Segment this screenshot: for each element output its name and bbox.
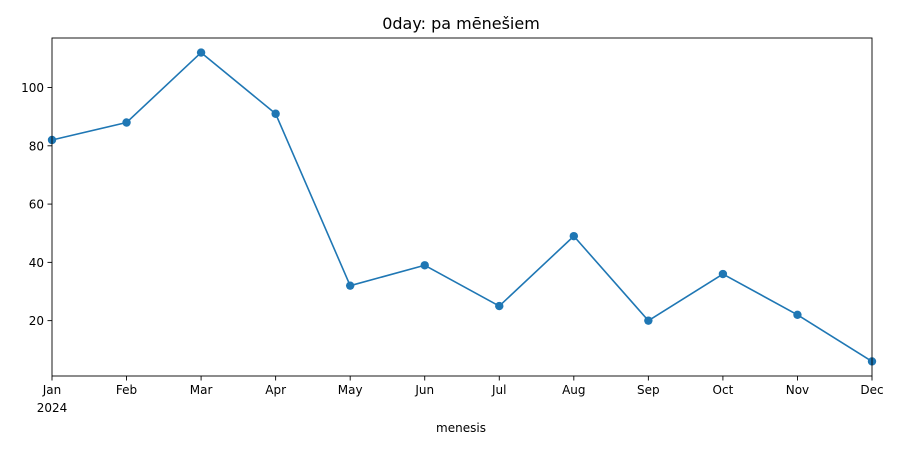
data-point-apr [271, 109, 280, 118]
data-point-aug [569, 231, 579, 241]
series-line [51, 51, 873, 363]
x-axis-label: menesis [436, 421, 486, 435]
x-tick-label: Mar [190, 383, 213, 397]
y-tick-label: 80 [29, 139, 44, 153]
x-tick-label: Oct [713, 383, 734, 397]
x-tick-label: Apr [265, 383, 286, 397]
y-tick-label: 40 [29, 256, 44, 270]
plot-area [47, 37, 877, 377]
axes-frame [51, 37, 873, 377]
data-point-sep [644, 316, 653, 325]
x-year-label: 2024 [37, 401, 68, 415]
data-point-feb [122, 118, 131, 127]
data-point-jun [420, 261, 429, 270]
y-tick-label: 60 [29, 198, 44, 212]
data-point-oct [718, 269, 728, 279]
data-point-mar [196, 48, 206, 57]
x-tick-label: Jan [42, 383, 62, 397]
x-tick-label: Aug [562, 383, 585, 397]
x-tick-label: Dec [860, 383, 883, 397]
x-tick-label: May [338, 383, 363, 397]
data-point-may [345, 281, 355, 290]
y-axis-ticks: 20 40 60 80 100 [21, 81, 52, 328]
y-tick-label: 20 [29, 314, 44, 328]
data-point-jul [495, 301, 504, 311]
x-tick-label: Sep [637, 383, 660, 397]
x-tick-label: Jun [414, 383, 434, 397]
y-tick-label: 100 [21, 81, 44, 95]
x-axis-ticks: Jan Feb Mar Apr May Jun Jul Aug Sep Oct Nov Dec 2024 [37, 376, 884, 415]
data-point-nov [793, 310, 802, 320]
x-tick-label: Nov [786, 383, 809, 397]
x-tick-label: Jul [491, 383, 506, 397]
x-tick-label: Feb [116, 383, 137, 397]
chart-title: 0day: pa mēnešiem [382, 14, 540, 33]
